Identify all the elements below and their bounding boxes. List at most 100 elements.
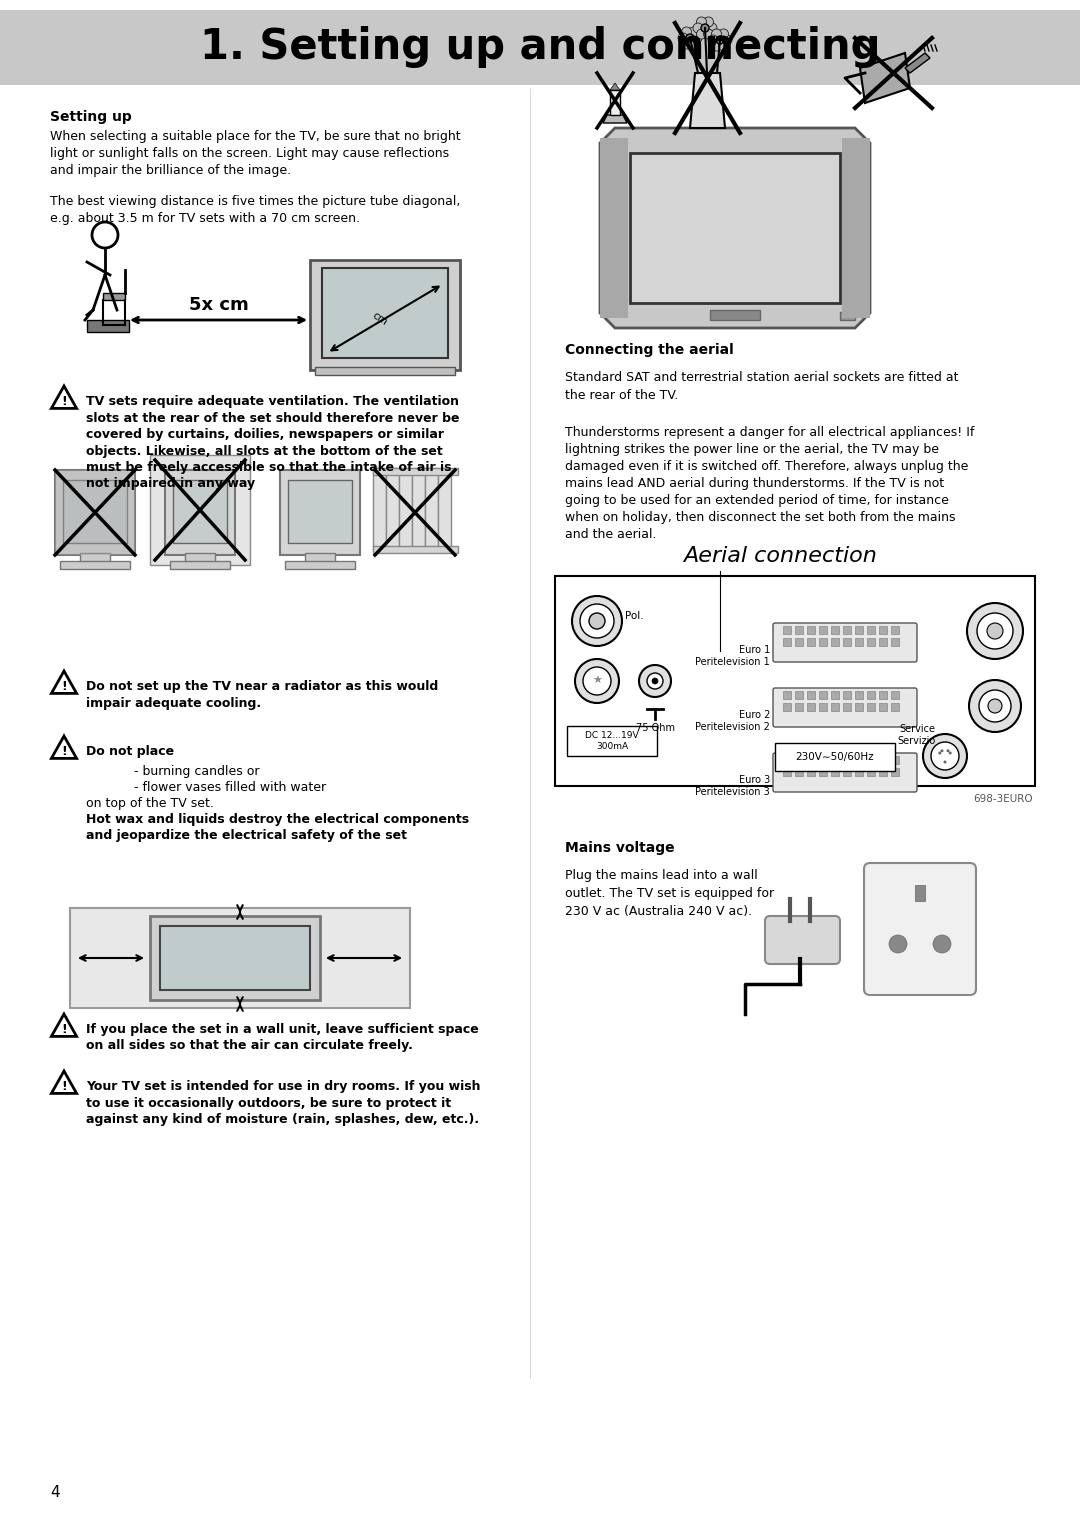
Bar (285, 561, 355, 568)
Text: The best viewing distance is five times the picture tube diagonal,
e.g. about 3.: The best viewing distance is five times … (50, 196, 460, 225)
Text: Euro 2
Peritelevision 2: Euro 2 Peritelevision 2 (696, 711, 770, 732)
Bar (315, 367, 455, 374)
Text: Service
Servizio: Service Servizio (897, 724, 936, 746)
Circle shape (692, 34, 702, 43)
Bar (783, 769, 791, 776)
Bar (322, 267, 448, 358)
FancyBboxPatch shape (374, 469, 387, 552)
Text: Do not set up the TV near a radiator as this would
impair adequate cooling.: Do not set up the TV near a radiator as … (86, 680, 438, 709)
Circle shape (580, 604, 615, 639)
Bar (310, 260, 460, 370)
Text: - flower vases filled with water: - flower vases filled with water (86, 781, 326, 795)
Bar (305, 553, 335, 562)
Text: DC 12...19V
300mA: DC 12...19V 300mA (585, 730, 638, 752)
Bar (807, 691, 815, 698)
Circle shape (639, 665, 671, 697)
Bar (819, 769, 827, 776)
Circle shape (941, 749, 944, 752)
Bar (150, 455, 249, 565)
Bar (150, 915, 320, 999)
Bar (783, 691, 791, 698)
Circle shape (948, 752, 951, 755)
Bar (843, 756, 851, 764)
Bar (70, 908, 410, 1008)
Polygon shape (860, 53, 910, 102)
Text: 230V∼50/60Hz: 230V∼50/60Hz (796, 752, 875, 762)
FancyBboxPatch shape (387, 469, 400, 552)
Text: Connecting the aerial: Connecting the aerial (565, 342, 733, 358)
Circle shape (686, 34, 694, 41)
Circle shape (575, 659, 619, 703)
Bar (63, 480, 127, 542)
Bar (867, 626, 875, 634)
Circle shape (988, 698, 1002, 714)
Bar (185, 553, 215, 562)
FancyBboxPatch shape (400, 469, 413, 552)
FancyBboxPatch shape (426, 469, 438, 552)
Circle shape (716, 37, 724, 44)
Circle shape (589, 613, 605, 630)
Circle shape (703, 29, 714, 40)
Bar (795, 756, 804, 764)
Text: Thunderstorms represent a danger for all electrical appliances! If
lightning str: Thunderstorms represent a danger for all… (565, 426, 974, 541)
Text: 1. Setting up and connecting: 1. Setting up and connecting (200, 26, 880, 69)
Bar (807, 639, 815, 646)
Bar (807, 769, 815, 776)
FancyBboxPatch shape (438, 469, 451, 552)
Bar (867, 756, 875, 764)
Bar (567, 726, 657, 756)
Circle shape (689, 40, 699, 49)
Bar (783, 626, 791, 634)
Bar (831, 769, 839, 776)
Bar (867, 769, 875, 776)
Text: If you place the set in a wall unit, leave sufficient space
on all sides so that: If you place the set in a wall unit, lea… (86, 1024, 478, 1053)
FancyBboxPatch shape (773, 623, 917, 662)
Text: 75 Ohm: 75 Ohm (635, 723, 675, 733)
Bar (795, 691, 804, 698)
Circle shape (969, 680, 1021, 732)
Bar (795, 626, 804, 634)
Polygon shape (600, 128, 870, 329)
Circle shape (689, 28, 699, 37)
Bar (867, 703, 875, 711)
Circle shape (583, 668, 611, 695)
Circle shape (712, 29, 721, 38)
Bar (879, 639, 887, 646)
Bar (843, 626, 851, 634)
Circle shape (977, 613, 1013, 649)
Text: Euro 3
Peritelevision 3: Euro 3 Peritelevision 3 (696, 775, 770, 798)
Bar (775, 743, 895, 772)
Bar (831, 639, 839, 646)
Text: Hot wax and liquids destroy the electrical components
and jeopardize the electri: Hot wax and liquids destroy the electric… (86, 813, 469, 842)
Circle shape (718, 29, 729, 38)
Circle shape (923, 733, 967, 778)
Text: Aerial connection: Aerial connection (683, 545, 877, 565)
Text: When selecting a suitable place for the TV, be sure that no bright
light or sunl: When selecting a suitable place for the … (50, 130, 461, 177)
Bar (915, 885, 924, 902)
Bar (87, 319, 129, 332)
Circle shape (652, 678, 658, 685)
Text: Plug the mains lead into a wall
outlet. The TV set is equipped for
230 V ac (Aus: Plug the mains lead into a wall outlet. … (565, 869, 774, 918)
Text: Your TV set is intended for use in dry rooms. If you wish
to use it occasionally: Your TV set is intended for use in dry r… (86, 1080, 481, 1126)
Bar (879, 626, 887, 634)
Text: 4: 4 (50, 1485, 59, 1500)
Text: on top of the TV set.: on top of the TV set. (86, 798, 214, 810)
Bar (879, 703, 887, 711)
Circle shape (946, 749, 949, 752)
Text: Do not place: Do not place (86, 746, 174, 758)
Text: 698-3EURO: 698-3EURO (973, 795, 1032, 804)
Bar (891, 691, 899, 698)
Bar (80, 553, 110, 562)
Bar (0, 11, 1080, 86)
Bar (819, 703, 827, 711)
Circle shape (931, 743, 959, 770)
Bar (855, 756, 863, 764)
Text: Pol.: Pol. (625, 611, 644, 620)
Circle shape (707, 23, 717, 34)
Text: Setting up: Setting up (50, 110, 132, 124)
Bar (103, 293, 125, 299)
Circle shape (987, 623, 1003, 639)
Bar (843, 639, 851, 646)
Bar (55, 471, 135, 555)
Text: !: ! (62, 744, 67, 758)
